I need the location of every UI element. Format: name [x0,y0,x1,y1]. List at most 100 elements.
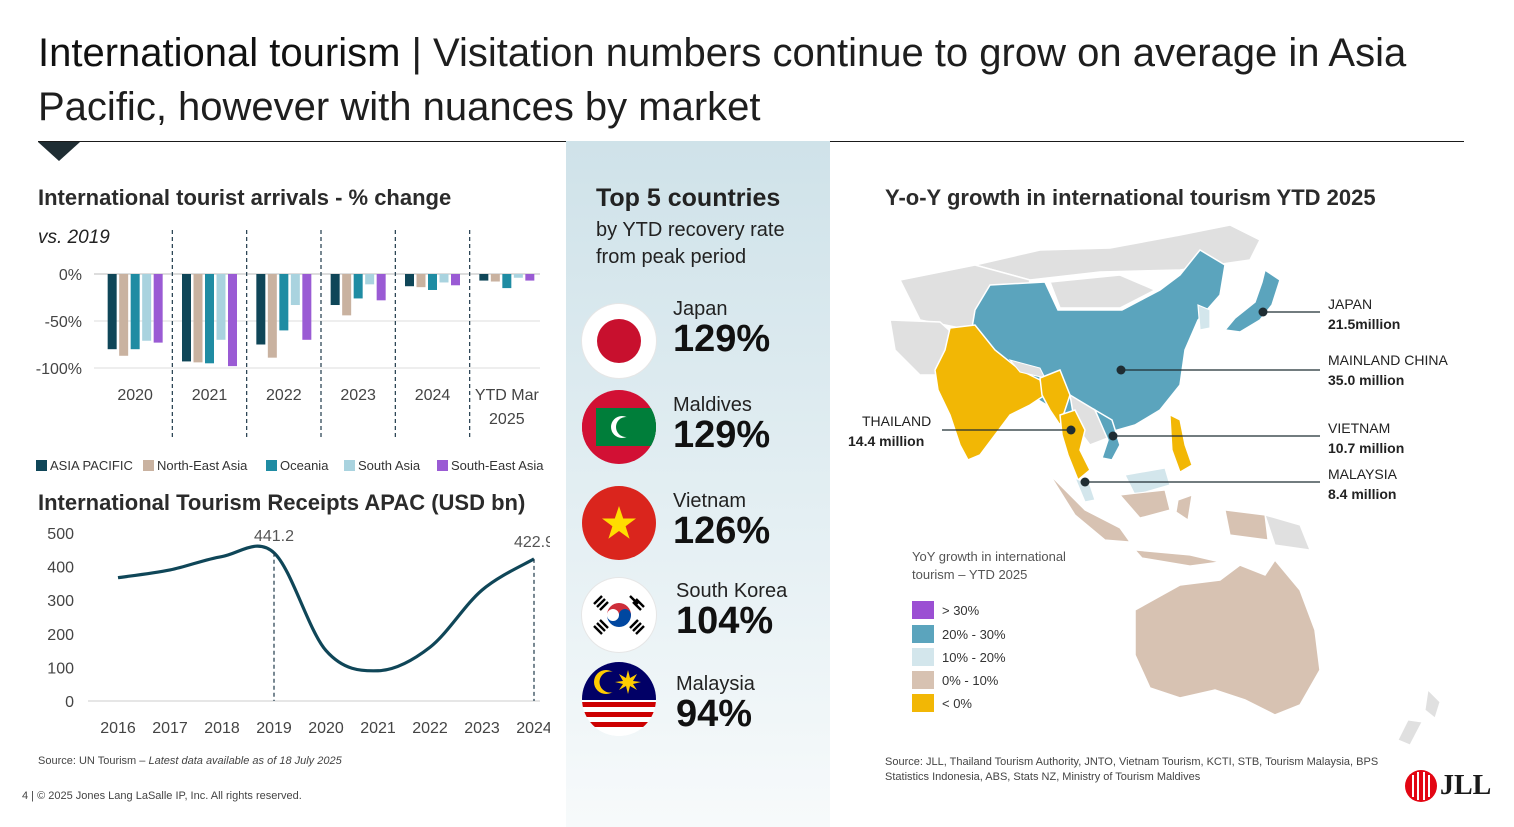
malaysia-flag-icon [582,662,656,736]
x-tick-label: 2021 [360,720,396,737]
south-korea-flag-graphic [593,595,645,635]
map-region-myanmar [1039,369,1071,427]
callout-japan-name: JAPAN [1328,296,1373,312]
map-legend-label: 0% - 10% [942,673,999,688]
x-tick-label: 2016 [100,720,136,737]
page-title-rest: Visitation numbers continue to grow on a… [38,31,1407,129]
map-region-mongolia [1048,274,1157,309]
callout-china-name: MAINLAND CHINA [1328,352,1448,368]
map-region-new-zealand-south [1397,719,1423,746]
map-legend-swatch [912,625,934,643]
bar [353,274,363,299]
y-tick-label: 100 [47,660,74,677]
map-region-vietnam [1093,408,1121,461]
map-region-png [1264,514,1311,551]
source-left-plain: Source: UN Tourism – [38,755,149,767]
annotation-label: 422.9 [514,534,550,551]
callout-vietnam-value: 10.7 million [1328,440,1405,456]
legend-label: North-East Asia [157,458,248,473]
bar [428,274,437,290]
y-tick-label: -50% [45,314,82,331]
maldives-flag-graphic [582,408,656,446]
page-title-bold: International tourism [38,31,401,75]
callout-china-value: 35.0 million [1328,372,1405,388]
x-tick-label: 2019 [256,720,292,737]
source-left: Source: UN Tourism – Latest data availab… [38,755,342,767]
callout-dot-thailand [1066,425,1076,435]
callout-dot-malaysia [1080,477,1090,487]
bar [279,274,289,331]
y-tick-label: 0% [59,267,82,284]
y-tick-label: 400 [47,560,74,577]
x-tick-label-line: 2025 [489,411,525,428]
bar [142,274,152,341]
x-tick-label: 2024 [415,387,451,404]
legend-item-asia-pacific: ASIA PACIFIC [36,458,133,473]
bar [228,274,237,367]
y-tick-label: 300 [47,593,74,610]
bar [256,274,266,345]
callout-dot-japan [1258,307,1268,317]
map-region-philippines [1169,414,1193,473]
legend-item-south-asia: South Asia [344,458,420,473]
x-tick-label: 2018 [204,720,240,737]
bar [153,274,163,343]
map-callout-dots [1066,307,1268,487]
malaysia-flag-graphic [582,662,656,736]
map-legend-swatch [912,671,934,689]
legend-swatch [266,460,277,471]
x-tick-label: 2022 [266,387,302,404]
bar [405,274,414,287]
map-legend-row: < 0% [912,694,972,712]
japan-flag-graphic [597,319,641,363]
map-legend-title: YoY growth in international tourism – YT… [912,549,1066,582]
y-tick-label: 200 [47,627,74,644]
bar [193,274,203,363]
x-tick-label: 2017 [152,720,188,737]
bar [267,274,277,358]
bar [439,274,449,283]
receipts-line-chart: 0 100 200 300 400 500 2016 2017 2018 2019 2020 2021… [47,526,550,737]
map-region-india [934,324,1046,461]
map-legend-label: < 0% [942,696,972,711]
x-tick-label: 2023 [340,387,376,404]
source-right: Source: JLL, Thailand Tourism Authority,… [885,756,1379,783]
map-region-new-zealand-north [1424,688,1441,719]
map-region-korea [1197,304,1211,331]
receipts-line [117,544,535,673]
country-name-malaysia: Malaysia [676,673,755,695]
country-value-vietnam: 126% [673,510,771,552]
callout-japan-value: 21.5million [1328,316,1401,332]
bar [451,274,460,286]
bar [342,274,352,316]
map-legend-swatch [912,694,934,712]
bar [525,274,535,281]
map-legend-label: > 30% [942,603,980,618]
y-tick-label: 0 [65,694,74,711]
title-notch [38,142,80,161]
vietnam-flag-icon [582,486,656,560]
map-callout-lines [942,311,1320,483]
legend-item-south-east-asia: South-East Asia [437,458,544,473]
south-korea-flag-icon [582,578,656,652]
x-tick-label: 2020 [117,387,153,404]
map-legend-row: > 30% [912,601,979,619]
jll-logo-icon [1405,770,1437,802]
country-value-japan: 129% [673,318,771,360]
map-region-sumatra [1049,474,1132,543]
annotation-label: 441.2 [254,528,294,545]
y-tick-label: -100% [36,361,82,378]
bar [416,274,426,288]
x-tick-label: 2022 [412,720,448,737]
country-name-south-korea: South Korea [676,580,788,602]
legend-swatch [437,460,448,471]
map-legend-row: 0% - 10% [912,671,998,689]
bar [216,274,226,340]
legend-swatch [143,460,154,471]
maldives-flag-icon [582,390,656,464]
map-legend-swatch [912,601,934,619]
receipts-chart-title: International Tourism Receipts APAC (USD… [38,490,526,515]
bar [479,274,489,281]
map-region-sulawesi [1175,494,1193,522]
x-tick-label: 2024 [516,720,550,737]
